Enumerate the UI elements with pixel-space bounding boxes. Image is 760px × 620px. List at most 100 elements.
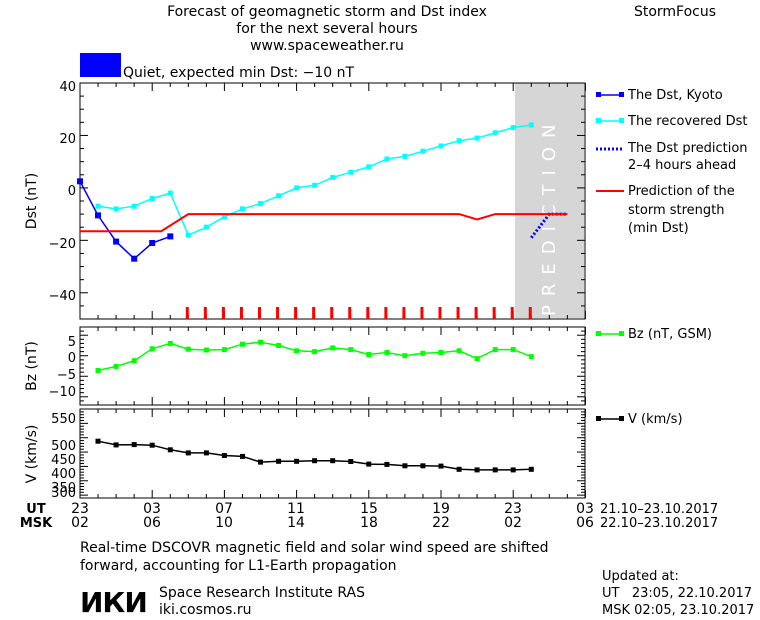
- data-point-bz-nt-gsm: [492, 347, 498, 353]
- data-point-the-dst-kyoto: [113, 238, 120, 245]
- legend-label-dst-kyoto: The Dst, Kyoto: [627, 88, 723, 103]
- updated-ut: UT 23:05, 22.10.2017: [602, 586, 752, 601]
- data-point-v-km-s: [312, 458, 318, 464]
- data-point-v-km-s: [330, 458, 336, 464]
- ut-axis-label: UT: [26, 502, 46, 517]
- chart-title-line-2: for the next several hours: [236, 21, 417, 37]
- data-point-bz-nt-gsm: [221, 347, 227, 353]
- series-line-v-km-s: [97, 440, 532, 471]
- data-point-the-recovered-dst: [294, 185, 300, 191]
- data-point-the-recovered-dst: [528, 122, 534, 128]
- footnote-line-1: Real-time DSCOVR magnetic field and sola…: [80, 540, 549, 556]
- v-tick-label: 350: [51, 481, 76, 496]
- data-point-the-recovered-dst: [330, 174, 336, 180]
- v-tick-label: 300: [51, 486, 76, 501]
- legend-marker-bz: [619, 331, 624, 336]
- brand-name: StormFocus: [634, 4, 716, 20]
- msk-tick-label: 18: [360, 515, 378, 531]
- status-color-swatch: [80, 53, 121, 77]
- data-point-bz-nt-gsm: [348, 347, 354, 353]
- bz-tick-label: 0: [68, 351, 76, 366]
- data-point-bz-nt-gsm: [203, 347, 209, 353]
- data-point-bz-nt-gsm: [420, 350, 426, 356]
- data-point-bz-nt-gsm: [276, 343, 282, 348]
- data-point-bz-nt-gsm: [312, 349, 318, 355]
- data-point-v-km-s: [95, 438, 101, 444]
- data-point-v-km-s: [294, 458, 300, 464]
- data-point-v-km-s: [456, 466, 462, 472]
- dst-series-layer: [77, 122, 568, 319]
- data-point-v-km-s: [113, 442, 119, 448]
- msk-tick-label: 14: [287, 515, 305, 531]
- legend-label-storm-strength-2: storm strength: [628, 203, 725, 218]
- data-point-v-km-s: [528, 466, 534, 472]
- data-point-bz-nt-gsm: [528, 354, 534, 360]
- v-tick-label: 550: [51, 412, 76, 427]
- data-point-the-recovered-dst: [185, 232, 191, 238]
- series-line-the-dst-kyoto: [79, 180, 171, 260]
- ut-tick-label: 03: [576, 501, 594, 517]
- data-point-bz-nt-gsm: [240, 341, 245, 347]
- msk-tick-label: 22: [432, 515, 450, 531]
- dst-tick-label: −40: [49, 289, 76, 304]
- series-line-bz-nt-gsm: [97, 341, 532, 372]
- data-point-the-recovered-dst: [420, 148, 426, 154]
- data-point-v-km-s: [474, 467, 480, 473]
- data-point-the-recovered-dst: [276, 193, 282, 199]
- updated-msk: MSK 02:05, 23.10.2017: [602, 603, 754, 618]
- data-point-the-recovered-dst: [312, 182, 318, 188]
- data-point-the-recovered-dst: [203, 224, 209, 230]
- v-axis-label: V (km/s): [24, 425, 40, 484]
- ut-tick-label: 15: [360, 501, 378, 517]
- v-tick-label: 400: [51, 467, 76, 482]
- data-point-the-dst-kyoto: [95, 212, 101, 219]
- bz-tick-label: −10: [49, 385, 76, 400]
- data-point-bz-nt-gsm: [167, 340, 173, 346]
- data-point-v-km-s: [492, 467, 498, 473]
- legend-label-dst-prediction: The Dst prediction: [627, 141, 748, 156]
- bz-plot-frame: [79, 326, 586, 406]
- dst-prediction-region: [515, 83, 584, 318]
- data-point-bz-nt-gsm: [456, 348, 462, 354]
- data-point-the-recovered-dst: [492, 130, 498, 136]
- ut-tick-label: 07: [215, 501, 233, 517]
- bz-tick-label: 5: [68, 335, 76, 350]
- dst-tick-label: 20: [59, 132, 76, 147]
- data-point-the-recovered-dst: [258, 201, 263, 207]
- dst-axis-label: Dst (nT): [24, 173, 40, 229]
- data-point-v-km-s: [221, 453, 227, 458]
- v-plot-frame: [79, 408, 586, 499]
- msk-tick-label: 02: [71, 515, 89, 531]
- data-point-the-dst-kyoto: [77, 178, 83, 185]
- data-point-the-recovered-dst: [167, 190, 173, 196]
- data-point-the-recovered-dst: [474, 135, 480, 141]
- bz-series-layer: [95, 339, 534, 373]
- footnote-line-2: forward, accounting for L1-Earth propaga…: [80, 558, 397, 574]
- data-point-v-km-s: [366, 461, 372, 467]
- data-point-v-km-s: [258, 459, 263, 465]
- legend-label-storm-strength-3: (min Dst): [628, 221, 689, 236]
- ut-date-range: 21.10–23.10.2017: [600, 502, 718, 517]
- bz-axis-ticks: [79, 326, 586, 406]
- iki-logo: ИКИ: [80, 586, 147, 619]
- data-point-v-km-s: [240, 453, 245, 459]
- msk-axis-label: MSK: [20, 516, 53, 531]
- data-point-v-km-s: [276, 458, 282, 464]
- data-point-the-recovered-dst: [384, 156, 390, 162]
- data-point-the-recovered-dst: [240, 206, 245, 212]
- legend-label-dst-prediction-2: 2–4 hours ahead: [628, 158, 736, 173]
- data-point-the-recovered-dst: [366, 164, 372, 170]
- legend-marker-recovered: [619, 118, 624, 123]
- data-point-bz-nt-gsm: [258, 339, 263, 345]
- data-point-the-dst-kyoto: [167, 233, 174, 240]
- data-point-bz-nt-gsm: [330, 345, 336, 351]
- series-line-the-recovered-dst: [97, 124, 532, 237]
- data-point-v-km-s: [149, 442, 155, 448]
- dst-tick-label: 40: [59, 80, 76, 95]
- data-point-bz-nt-gsm: [131, 358, 137, 364]
- data-point-bz-nt-gsm: [402, 353, 408, 359]
- data-point-the-dst-kyoto: [131, 255, 138, 262]
- msk-tick-label: 10: [215, 515, 233, 531]
- ut-tick-label: 11: [287, 501, 305, 517]
- legend-label-v: V (km/s): [628, 412, 683, 427]
